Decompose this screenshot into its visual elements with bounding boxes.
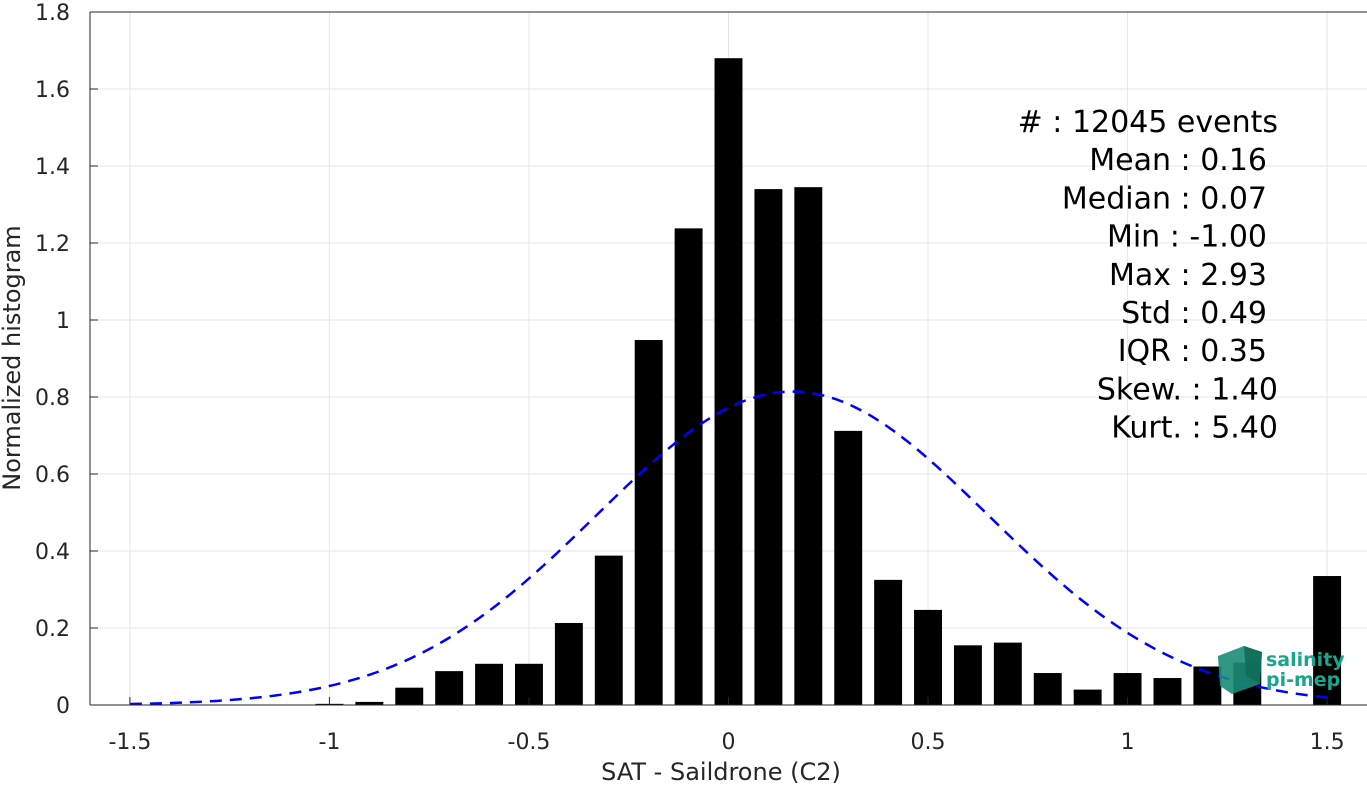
histogram-bar <box>475 663 504 705</box>
histogram-bar <box>1033 673 1062 705</box>
histogram-bar <box>834 430 863 705</box>
y-tick-label: 1.2 <box>35 232 70 257</box>
x-tick-label: -0.5 <box>508 730 551 755</box>
stats-line: Max : 2.93 <box>1109 258 1267 293</box>
x-tick-label: 1 <box>1121 730 1135 755</box>
x-ticks: -1.5 -1 -0.5 0 0.5 1 1.5 <box>108 697 1345 755</box>
histogram-bar <box>754 189 783 706</box>
stats-line: Median : 0.07 <box>1062 181 1267 216</box>
gaussian-fit-curve <box>129 390 1328 706</box>
histogram-bar <box>1153 678 1182 705</box>
stats-line: Std : 0.49 <box>1121 296 1267 331</box>
bars <box>315 58 1342 706</box>
histogram-bar <box>914 609 942 705</box>
y-tick-label: 1 <box>56 309 70 334</box>
histogram-bar <box>794 187 823 706</box>
salinity-pimep-logo: salinity pi-mep <box>1218 646 1345 694</box>
y-tick-label: 0 <box>56 694 70 719</box>
histogram-bar <box>355 701 384 705</box>
histogram-bar <box>435 671 464 705</box>
histogram-bar <box>674 228 703 705</box>
y-axis-label: Normalized histogram <box>0 225 26 490</box>
stats-line: Kurt. : 5.40 <box>1111 411 1278 446</box>
y-tick-label: 1.8 <box>35 1 70 26</box>
y-tick-label: 1.4 <box>35 155 70 180</box>
histogram-bar <box>554 622 583 705</box>
x-tick-label: 0 <box>722 730 736 755</box>
logo-line1: salinity <box>1266 649 1345 671</box>
histogram-bar <box>953 645 982 705</box>
y-tick-label: 0.8 <box>35 386 70 411</box>
logo-line2: pi-mep <box>1266 669 1340 691</box>
histogram-bar <box>594 555 623 705</box>
stats-line: IQR : 0.35 <box>1118 334 1267 369</box>
histogram-bar <box>1313 576 1342 705</box>
x-tick-label: -1 <box>318 730 340 755</box>
histogram-bar <box>634 340 663 705</box>
x-axis-label: SAT - Saildrone (C2) <box>601 758 841 785</box>
y-ticks: 0 0.2 0.4 0.6 0.8 1 1.2 1.4 1.6 1.8 <box>35 1 98 719</box>
histogram-bar <box>874 579 903 705</box>
histogram-bar <box>1073 689 1102 705</box>
stats-line: Skew. : 1.40 <box>1097 372 1278 407</box>
histogram-bar <box>714 58 743 705</box>
y-tick-label: 0.6 <box>35 463 70 488</box>
stats-line: Mean : 0.16 <box>1089 143 1267 178</box>
histogram-bar <box>993 642 1022 705</box>
x-tick-label: -1.5 <box>108 730 151 755</box>
stats-line: # : 12045 events <box>1018 105 1278 140</box>
x-tick-label: 0.5 <box>911 730 946 755</box>
logo-cube-shade-icon <box>1244 646 1262 684</box>
stats-line: Min : -1.00 <box>1107 220 1267 255</box>
x-tick-label: 1.5 <box>1310 730 1345 755</box>
histogram-bar <box>395 687 424 705</box>
y-tick-label: 0.2 <box>35 617 70 642</box>
y-tick-label: 1.6 <box>35 78 70 103</box>
y-tick-label: 0.4 <box>35 540 70 565</box>
